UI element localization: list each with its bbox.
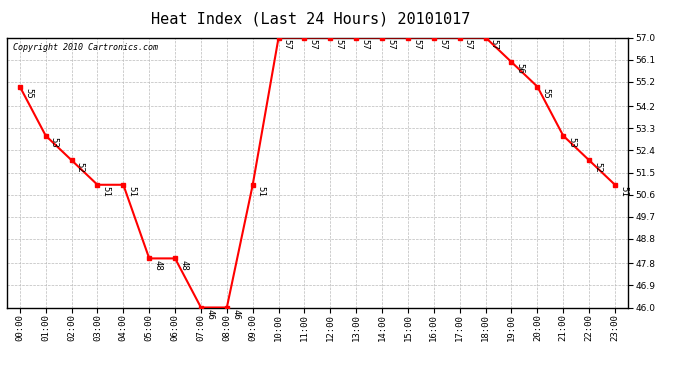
Text: 51: 51 [257, 186, 266, 197]
Text: 57: 57 [464, 39, 473, 50]
Text: 52: 52 [593, 162, 602, 172]
Text: 51: 51 [619, 186, 628, 197]
Text: Heat Index (Last 24 Hours) 20101017: Heat Index (Last 24 Hours) 20101017 [151, 11, 470, 26]
Text: 57: 57 [412, 39, 421, 50]
Text: 53: 53 [567, 137, 576, 148]
Text: 46: 46 [231, 309, 240, 320]
Text: 57: 57 [283, 39, 292, 50]
Text: 53: 53 [50, 137, 59, 148]
Text: Copyright 2010 Cartronics.com: Copyright 2010 Cartronics.com [13, 43, 158, 52]
Text: 57: 57 [490, 39, 499, 50]
Text: 48: 48 [153, 260, 162, 270]
Text: 57: 57 [335, 39, 344, 50]
Text: 57: 57 [386, 39, 395, 50]
Text: 51: 51 [128, 186, 137, 197]
Text: 57: 57 [438, 39, 447, 50]
Text: 57: 57 [308, 39, 317, 50]
Text: 48: 48 [179, 260, 188, 270]
Text: 52: 52 [76, 162, 85, 172]
Text: 55: 55 [542, 88, 551, 99]
Text: 55: 55 [24, 88, 33, 99]
Text: 46: 46 [205, 309, 214, 320]
Text: 56: 56 [515, 63, 524, 74]
Text: 57: 57 [360, 39, 369, 50]
Text: 51: 51 [101, 186, 110, 197]
